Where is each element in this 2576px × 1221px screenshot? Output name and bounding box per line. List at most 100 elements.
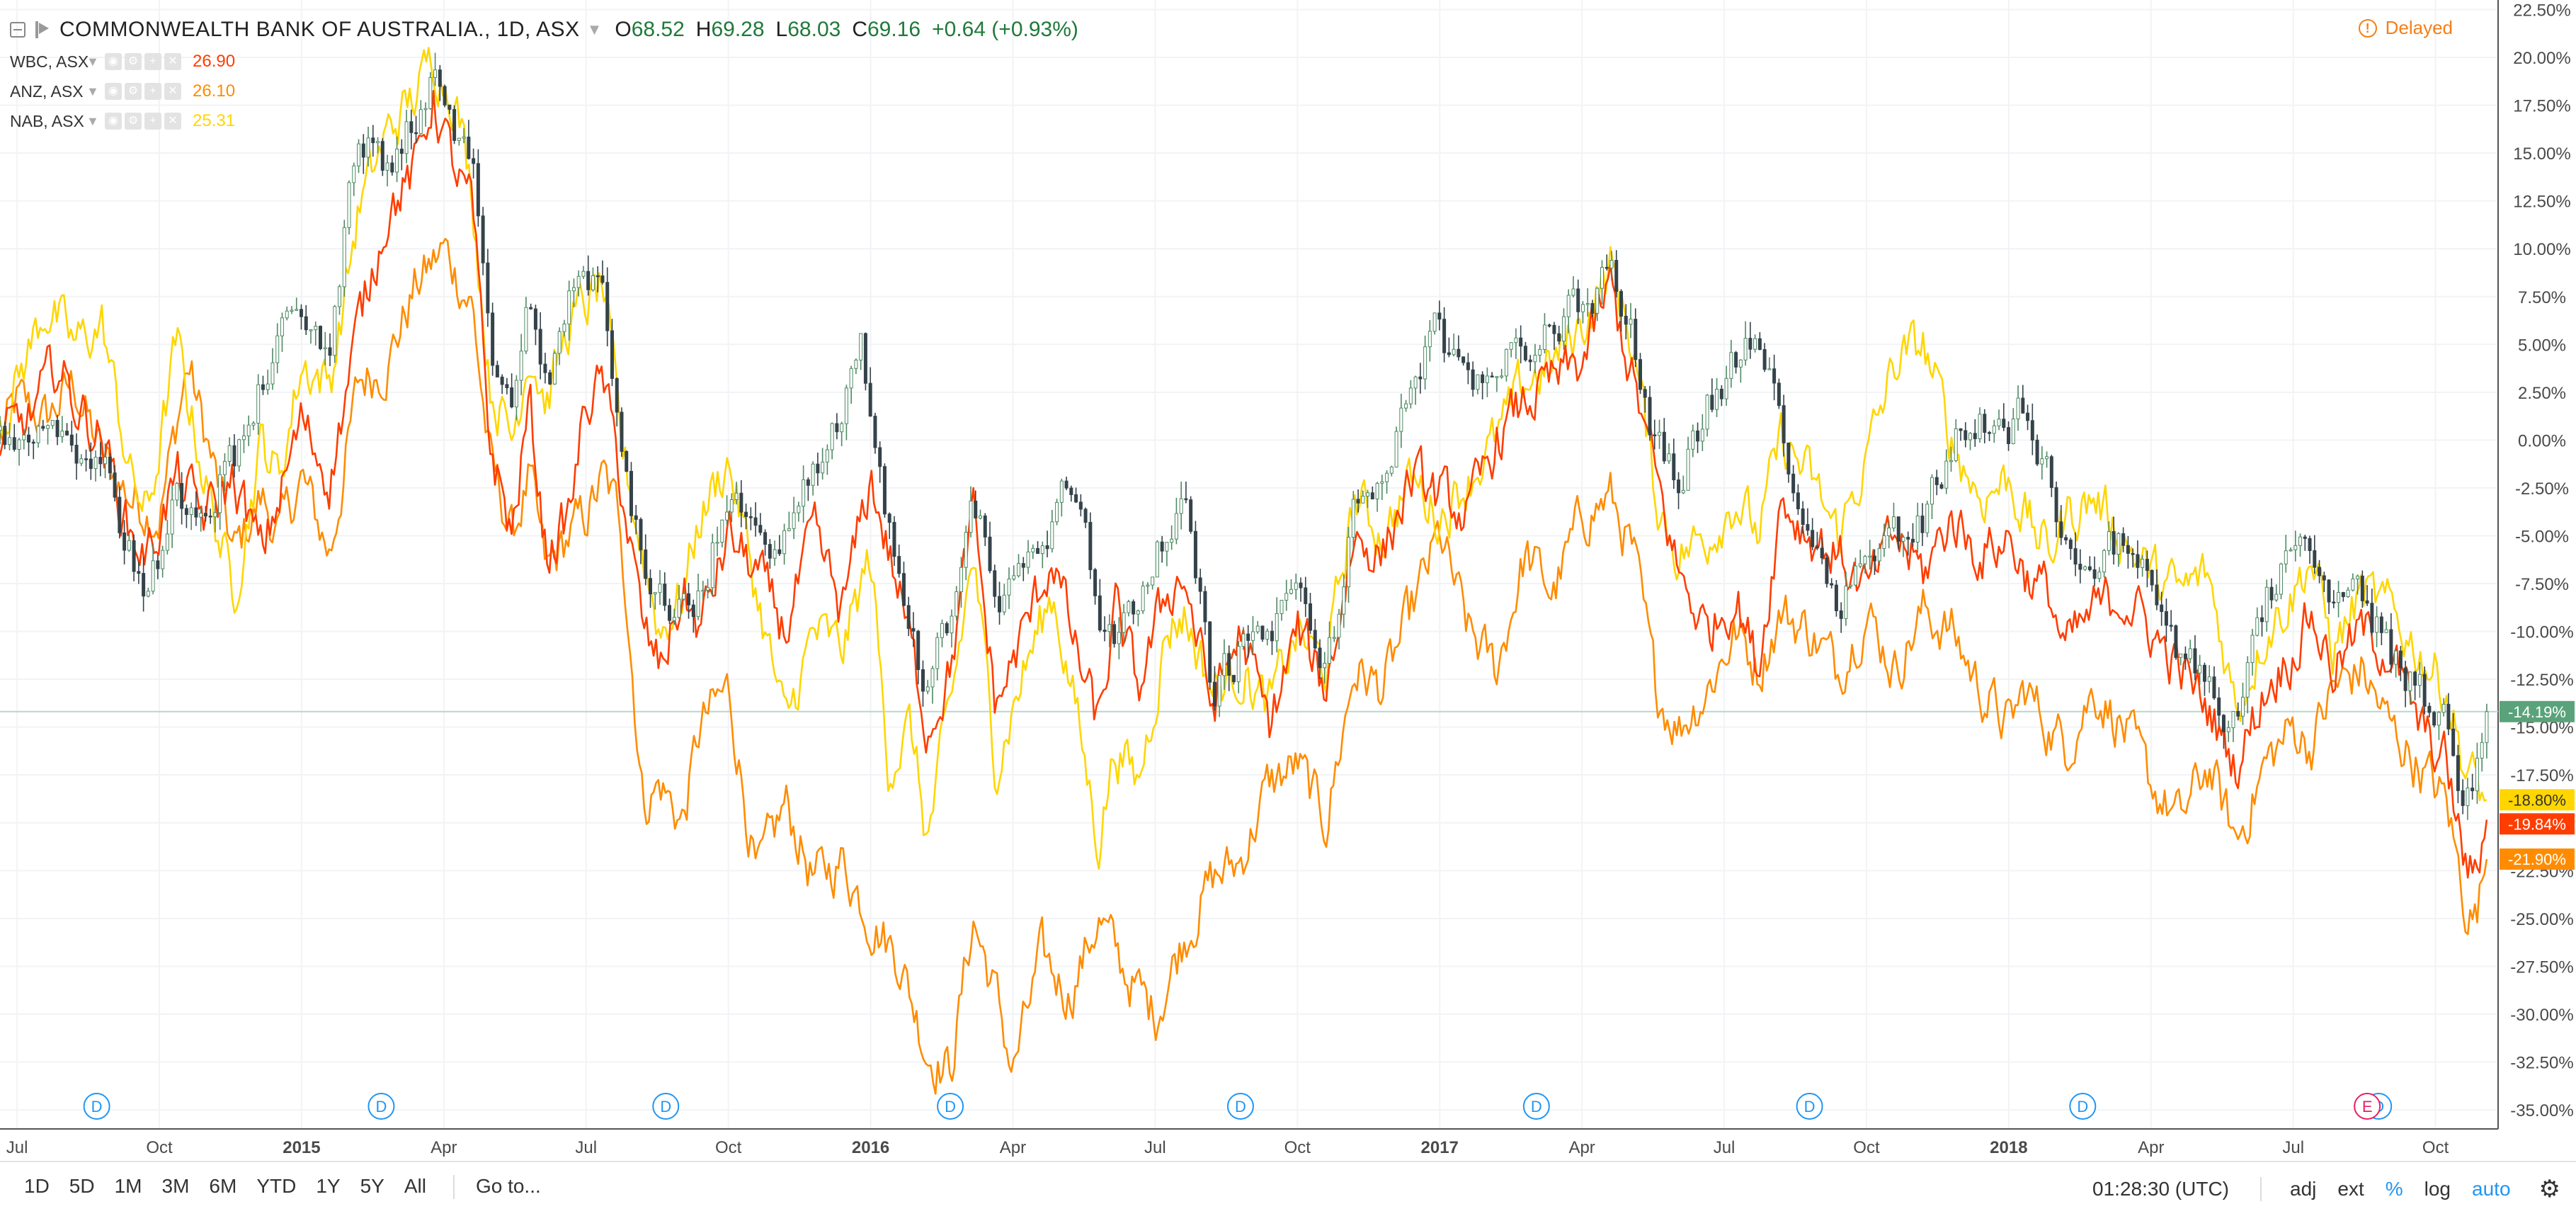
option-log[interactable]: log bbox=[2424, 1178, 2451, 1200]
close-icon[interactable]: ✕ bbox=[164, 83, 181, 100]
y-tick-label: -2.50% bbox=[2515, 479, 2569, 499]
plus-icon[interactable]: + bbox=[144, 53, 161, 70]
candle-body bbox=[993, 570, 997, 597]
gear-icon[interactable]: ⚙ bbox=[125, 83, 142, 100]
range-6m[interactable]: 6M bbox=[209, 1175, 237, 1197]
close-icon[interactable]: ✕ bbox=[164, 113, 181, 130]
range-5d[interactable]: 5D bbox=[69, 1175, 95, 1197]
candle-body bbox=[2327, 579, 2331, 603]
candle-body bbox=[1102, 630, 1107, 632]
event-marker[interactable] bbox=[1522, 1093, 1550, 1120]
option-auto[interactable]: auto bbox=[2472, 1178, 2511, 1200]
candle-body bbox=[1820, 547, 1824, 559]
candle-body bbox=[1136, 610, 1140, 615]
candle-body bbox=[1457, 348, 1461, 358]
eye-icon[interactable]: ◉ bbox=[105, 53, 122, 70]
candle-body bbox=[1561, 316, 1566, 342]
candle-body bbox=[591, 275, 595, 290]
plus-icon[interactable]: + bbox=[144, 113, 161, 130]
eye-icon[interactable]: ◉ bbox=[105, 113, 122, 130]
compare-symbol[interactable]: WBC, ASX bbox=[10, 52, 89, 71]
event-marker[interactable] bbox=[652, 1093, 680, 1120]
candle-body bbox=[1978, 414, 1982, 439]
collapse-icon[interactable] bbox=[10, 22, 25, 38]
info-icon: ! bbox=[2358, 18, 2377, 38]
candle-body bbox=[199, 513, 203, 518]
clock[interactable]: 01:28:30 (UTC) bbox=[2092, 1178, 2229, 1200]
delayed-badge[interactable]: ! Delayed bbox=[2358, 17, 2453, 39]
candle-body bbox=[2308, 538, 2312, 551]
range-1m[interactable]: 1M bbox=[114, 1175, 142, 1197]
chevron-down-icon[interactable]: ▼ bbox=[586, 21, 603, 38]
gear-icon[interactable]: ⚙ bbox=[2538, 1176, 2560, 1203]
y-tick-label: 5.00% bbox=[2518, 336, 2566, 355]
range-1y[interactable]: 1Y bbox=[316, 1175, 341, 1197]
candle-body bbox=[2054, 487, 2058, 523]
event-marker[interactable] bbox=[937, 1093, 964, 1120]
candle-body bbox=[1634, 319, 1638, 360]
compare-row-1[interactable]: ANZ, ASX ▼ ◉ ⚙ + ✕ 26.10 bbox=[10, 76, 1078, 106]
candle-body bbox=[2298, 536, 2303, 546]
candle-body bbox=[295, 309, 299, 311]
candle-body bbox=[1988, 432, 1992, 434]
y-tick-label: 2.50% bbox=[2518, 384, 2566, 403]
candle-body bbox=[1509, 342, 1513, 350]
candle-body bbox=[1241, 633, 1246, 647]
candle-body bbox=[552, 353, 557, 385]
option-adj[interactable]: adj bbox=[2290, 1178, 2317, 1200]
candle-body bbox=[376, 141, 380, 144]
event-marker[interactable] bbox=[2069, 1093, 2097, 1120]
compare-symbol[interactable]: NAB, ASX bbox=[10, 111, 84, 130]
event-marker[interactable] bbox=[1796, 1093, 1823, 1120]
event-marker[interactable] bbox=[83, 1093, 110, 1120]
option-percent[interactable]: % bbox=[2385, 1178, 2403, 1200]
range-3m[interactable]: 3M bbox=[161, 1175, 190, 1197]
event-marker[interactable] bbox=[367, 1093, 395, 1120]
candle-body bbox=[644, 549, 648, 579]
y-tick-label: -5.00% bbox=[2515, 527, 2569, 546]
range-1d[interactable]: 1D bbox=[24, 1175, 50, 1197]
eye-icon[interactable]: ◉ bbox=[105, 83, 122, 100]
candle-body bbox=[979, 515, 983, 519]
option-ext[interactable]: ext bbox=[2337, 1178, 2364, 1200]
symbol-title[interactable]: COMMONWEALTH BANK OF AUSTRALIA., 1D, ASX bbox=[59, 18, 580, 41]
compare-row-0[interactable]: WBC, ASX ▼ ◉ ⚙ + ✕ 26.90 bbox=[10, 47, 1078, 76]
candle-body bbox=[1012, 575, 1016, 580]
candle-body bbox=[1165, 542, 1169, 552]
candle-body bbox=[241, 436, 246, 441]
candle-body bbox=[2193, 648, 2197, 674]
chevron-down-icon[interactable]: ▼ bbox=[86, 84, 99, 98]
range-ytd[interactable]: YTD bbox=[256, 1175, 297, 1197]
gear-icon[interactable]: ⚙ bbox=[125, 53, 142, 70]
compare-row-2[interactable]: NAB, ASX ▼ ◉ ⚙ + ✕ 25.31 bbox=[10, 106, 1078, 136]
compare-symbol[interactable]: ANZ, ASX bbox=[10, 81, 84, 101]
gear-icon[interactable]: ⚙ bbox=[125, 113, 142, 130]
event-marker[interactable] bbox=[2354, 1093, 2381, 1120]
candle-body bbox=[36, 426, 40, 443]
candle-body bbox=[2394, 650, 2398, 665]
event-marker-label: D bbox=[375, 1098, 387, 1115]
candle-body bbox=[481, 215, 485, 263]
chevron-down-icon[interactable]: ▼ bbox=[86, 54, 99, 69]
flag-icon[interactable] bbox=[35, 21, 50, 38]
chevron-down-icon[interactable]: ▼ bbox=[86, 113, 99, 128]
plus-icon[interactable]: + bbox=[144, 83, 161, 100]
series-line-nab[interactable] bbox=[0, 47, 2487, 870]
series-line-anz[interactable] bbox=[0, 237, 2488, 1095]
candle-body bbox=[213, 512, 217, 518]
candle-body bbox=[1432, 312, 1437, 332]
range-all[interactable]: All bbox=[404, 1175, 426, 1197]
close-icon[interactable]: ✕ bbox=[164, 53, 181, 70]
candle-body bbox=[1002, 594, 1006, 613]
x-tick-label: Oct bbox=[1284, 1138, 1311, 1157]
range-5y[interactable]: 5Y bbox=[360, 1175, 384, 1197]
candle-body bbox=[74, 445, 79, 464]
candle-body bbox=[1036, 547, 1040, 555]
event-marker[interactable] bbox=[1226, 1093, 1254, 1120]
candle-body bbox=[691, 604, 695, 618]
candle-body bbox=[1112, 624, 1117, 644]
goto-button[interactable]: Go to... bbox=[475, 1175, 541, 1197]
candle-body bbox=[1681, 489, 1685, 494]
